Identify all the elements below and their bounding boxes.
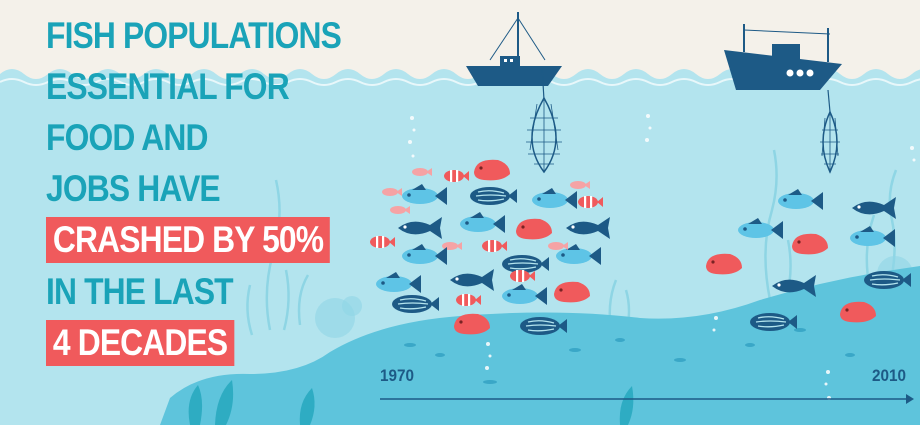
seabed-spots [404, 328, 855, 384]
headline-line-1: FISH POPULATIONS [46, 15, 342, 56]
timeline-start-year: 1970 [380, 366, 415, 385]
timeline-end-year: 2010 [872, 366, 907, 385]
headline-highlight-crashed: CRASHED BY 50% [46, 217, 331, 263]
headline-line-4: JOBS HAVE [46, 168, 221, 209]
headline: FISH POPULATIONS ESSENTIAL FOR FOOD AND … [46, 10, 342, 369]
headline-line-3: FOOD AND [46, 117, 208, 158]
headline-highlight-decades: 4 DECADES [46, 320, 235, 366]
fishing-net-1970 [526, 96, 562, 174]
foreground-coral [188, 380, 634, 425]
fishing-boat-2010 [724, 24, 842, 113]
headline-line-2: ESSENTIAL FOR [46, 66, 290, 107]
timeline-arrow [380, 394, 914, 404]
seabed [160, 266, 920, 425]
headline-line-5: IN THE LAST [46, 271, 234, 312]
fishing-net-2010 [820, 110, 840, 174]
fishing-boat-1970 [466, 12, 562, 101]
